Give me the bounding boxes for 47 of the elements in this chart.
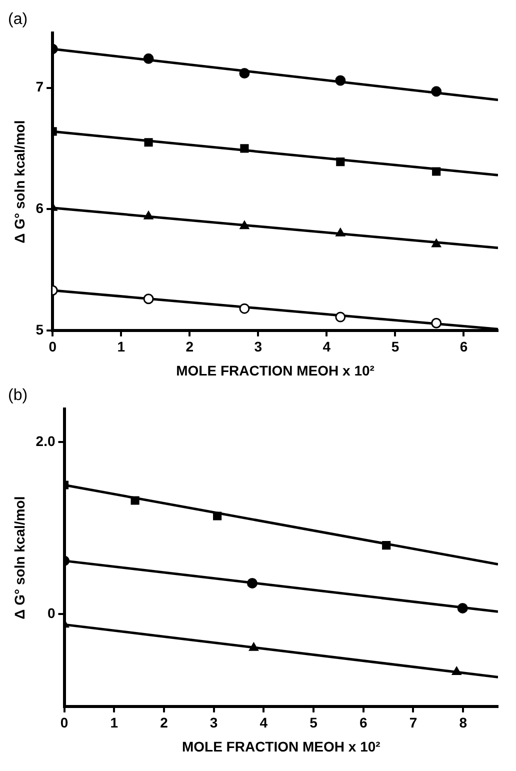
x-tick-label: 4 [322,338,331,355]
x-tick-label: 5 [391,338,400,355]
point [432,167,441,176]
x-tick-label: 3 [210,714,218,731]
x-tick-label: 3 [254,338,262,355]
x-tick-label: 1 [110,714,118,731]
point [246,578,258,588]
point [336,228,346,236]
y-axis-title: Δ G° soln kcal/mol [11,496,28,620]
point [239,68,250,78]
point [240,220,250,230]
point [143,53,154,64]
x-axis-title: MOLE FRACTION MEOH x 10² [176,362,375,378]
point [336,158,345,166]
x-tick-label: 4 [260,714,268,731]
point [143,294,154,304]
x-tick-label: 1 [117,338,126,355]
x-tick-label: 2 [186,338,194,355]
point [431,318,442,328]
point [240,144,249,153]
point [144,211,154,220]
point [382,541,391,550]
x-tick-label: 8 [459,714,468,731]
y-tick-label: 2.0 [36,432,56,449]
y-tick-label: 7 [36,78,44,95]
y-tick-label: 5 [36,321,44,338]
point [249,642,258,651]
point [452,666,462,675]
point [335,75,346,86]
x-tick-label: 0 [60,714,68,731]
chart-title: (a) [8,11,28,28]
point [457,602,468,614]
point [431,86,442,97]
x-tick-label: 2 [160,714,168,731]
x-tick-label: 6 [460,338,468,355]
x-axis-title: MOLE FRACTION MEOH x 10² [182,738,381,754]
x-tick-label: 5 [310,714,318,731]
x-tick-label: 7 [409,714,418,731]
x-tick-label: 6 [359,714,368,731]
point [239,303,250,314]
point [213,512,222,520]
point [144,138,153,147]
point [432,239,441,248]
point [335,312,346,322]
chart-title: (b) [8,387,28,404]
y-axis-title: Δ G° soln kcal/mol [11,120,28,244]
y-tick-label: 6 [36,200,44,216]
